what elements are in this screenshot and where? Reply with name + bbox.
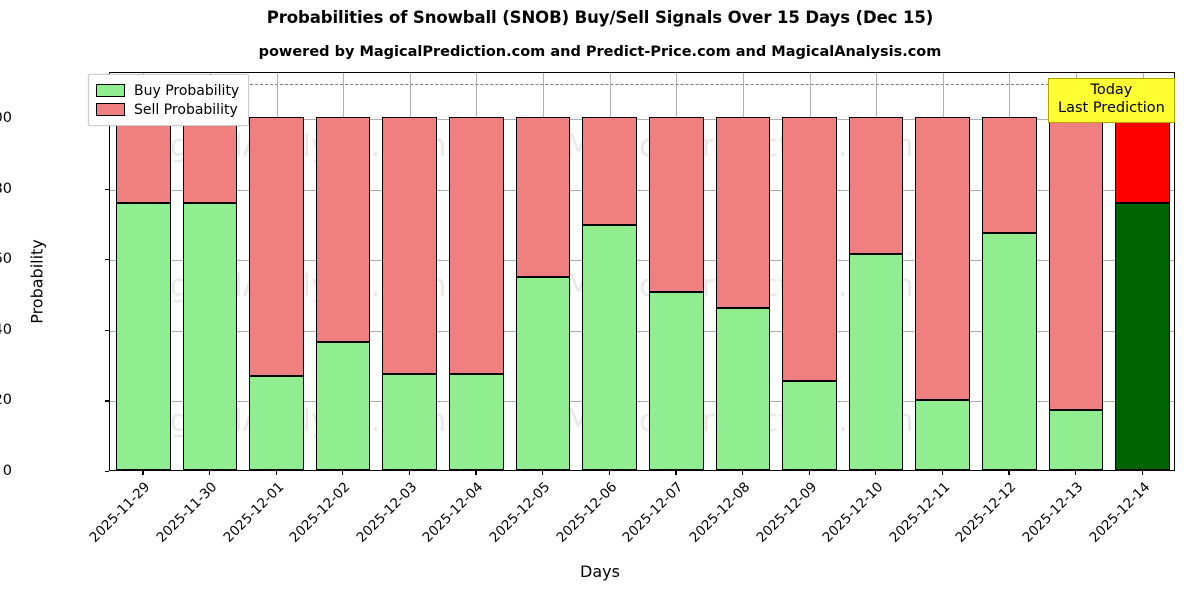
x-tick-mark <box>1141 471 1143 475</box>
y-gridline <box>110 189 1174 191</box>
bar-segment-buy[interactable] <box>715 308 771 470</box>
legend-label-sell: Sell Probability <box>134 101 238 118</box>
legend-label-buy: Buy Probability <box>134 82 240 99</box>
x-tick-mark <box>608 471 610 475</box>
bar-segment-sell[interactable] <box>582 116 637 225</box>
bar-segment-sell[interactable] <box>1115 116 1170 204</box>
bar-segment-sell[interactable] <box>648 116 704 293</box>
bar-group[interactable] <box>782 73 837 470</box>
x-tick-mark <box>275 471 277 475</box>
x-tick-mark <box>875 471 877 475</box>
today-annotation: Today Last Prediction <box>1048 78 1175 124</box>
bar-segment-sell[interactable] <box>848 116 904 254</box>
x-tick-mark <box>475 471 477 475</box>
y-tick-label: 40 <box>0 321 12 338</box>
y-tick-label: 0 <box>2 463 12 479</box>
legend-swatch-buy <box>96 84 125 97</box>
bar-group[interactable] <box>515 73 571 470</box>
bar-segment-buy[interactable] <box>1115 203 1170 470</box>
page-title: Probabilities of Snowball (SNOB) Buy/Sel… <box>266 8 934 27</box>
bar-segment-buy[interactable] <box>848 253 904 470</box>
y-tick-mark <box>105 329 109 331</box>
bar-segment-buy[interactable] <box>915 400 971 470</box>
legend-swatch-sell <box>96 103 125 116</box>
x-tick-mark <box>1075 471 1077 475</box>
y-tick-mark <box>105 400 109 402</box>
bar-segment-sell[interactable] <box>915 116 971 401</box>
bar-segment-sell[interactable] <box>115 116 171 204</box>
today-annotation-line1: Today <box>1090 82 1133 98</box>
bar-segment-buy[interactable] <box>648 292 704 470</box>
x-tick-mark <box>808 471 810 475</box>
bar-segment-sell[interactable] <box>315 116 371 343</box>
x-tick-mark <box>741 471 744 475</box>
bar-segment-buy[interactable] <box>982 232 1037 470</box>
y-tick-mark <box>105 471 109 473</box>
bar-segment-sell[interactable] <box>982 116 1037 233</box>
bar-group[interactable] <box>382 73 438 470</box>
bar-group[interactable] <box>182 73 238 470</box>
bar-group[interactable] <box>1048 73 1104 470</box>
y-gridline <box>110 118 1174 120</box>
bar-segment-sell[interactable] <box>382 116 438 374</box>
legend-item-sell: Sell Probability <box>96 100 239 119</box>
y-tick-mark <box>105 259 109 261</box>
bar-segment-sell[interactable] <box>182 116 238 204</box>
bar-group[interactable] <box>315 73 371 470</box>
bar-group[interactable] <box>582 73 637 470</box>
bar-group[interactable] <box>249 73 304 470</box>
bar-group[interactable] <box>115 73 171 470</box>
bar-segment-buy[interactable] <box>782 380 837 470</box>
y-gridline <box>110 260 1174 262</box>
bar-segment-buy[interactable] <box>182 203 238 470</box>
x-axis-label: Days <box>580 562 620 581</box>
y-tick-label: 100 <box>0 109 12 126</box>
bar-group[interactable] <box>449 73 504 470</box>
bar-segment-sell[interactable] <box>449 116 504 374</box>
x-tick-mark <box>142 471 144 475</box>
chart-legend: Buy Probability Sell Probability <box>88 74 250 126</box>
bar-segment-buy[interactable] <box>315 342 371 470</box>
bar-segment-sell[interactable] <box>1048 116 1104 410</box>
y-axis-label: Probability <box>27 239 47 324</box>
x-tick-mark <box>542 471 544 475</box>
x-tick-mark <box>675 471 677 475</box>
bar-segment-sell[interactable] <box>782 116 837 381</box>
x-tick-mark <box>408 471 410 475</box>
bar-group[interactable] <box>848 73 904 470</box>
bar-group[interactable] <box>648 73 704 470</box>
y-tick-label: 60 <box>0 251 12 268</box>
reference-line <box>110 83 1174 85</box>
bar-segment-buy[interactable] <box>249 376 304 470</box>
bar-group[interactable] <box>1115 73 1170 470</box>
x-tick-mark <box>941 471 943 475</box>
y-gridline <box>110 401 1174 403</box>
bar-segment-buy[interactable] <box>449 373 504 470</box>
bar-group[interactable] <box>715 73 771 470</box>
bar-group[interactable] <box>915 73 971 470</box>
x-tick-mark <box>342 471 344 475</box>
y-tick-label: 20 <box>0 392 12 409</box>
bar-segment-sell[interactable] <box>515 116 571 277</box>
today-annotation-line2: Last Prediction <box>1058 99 1165 116</box>
bar-segment-buy[interactable] <box>515 276 571 470</box>
bar-segment-buy[interactable] <box>115 203 171 470</box>
y-tick-label: 80 <box>0 180 12 197</box>
y-tick-mark <box>105 188 109 190</box>
x-tick-mark <box>1008 471 1010 475</box>
bar-segment-buy[interactable] <box>382 373 438 470</box>
x-tick-mark <box>208 471 211 475</box>
bar-group[interactable] <box>982 73 1037 470</box>
y-gridline <box>110 330 1174 332</box>
plot-area: MagicalAnalysis.comMagicalPrediction.com… <box>109 72 1175 471</box>
bar-segment-sell[interactable] <box>715 116 771 309</box>
bar-segment-buy[interactable] <box>582 224 637 470</box>
bar-segment-sell[interactable] <box>249 116 304 377</box>
chart-subtitle: powered by MagicalPrediction.com and Pre… <box>258 44 942 60</box>
legend-item-buy: Buy Probability <box>96 81 239 100</box>
bar-segment-buy[interactable] <box>1048 409 1104 470</box>
